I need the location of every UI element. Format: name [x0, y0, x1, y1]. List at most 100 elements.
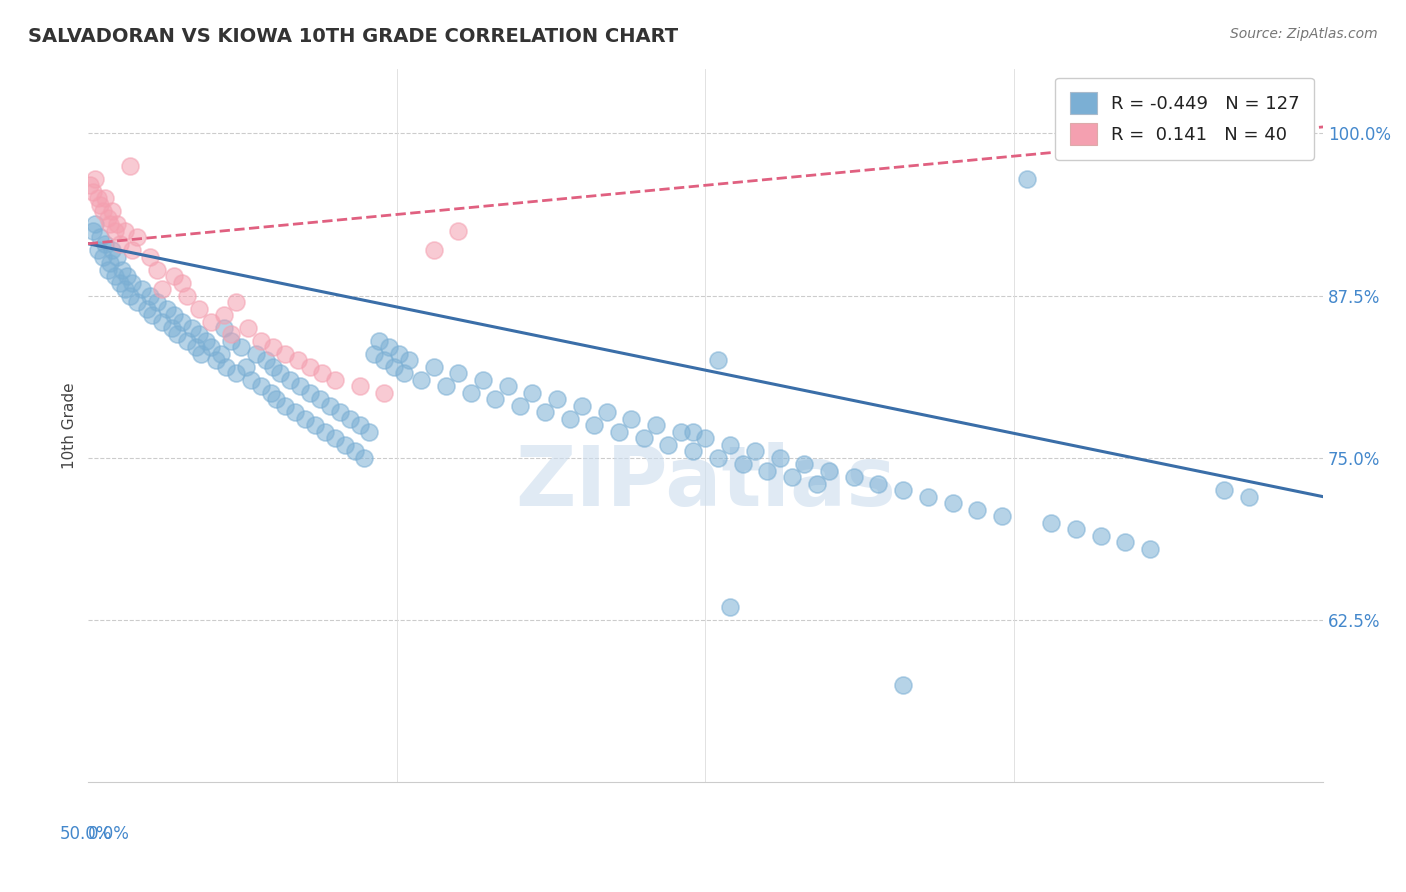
Point — [373, 353, 395, 368]
Point — [299, 385, 322, 400]
Point — [398, 353, 420, 368]
Point — [633, 431, 655, 445]
Point — [225, 367, 247, 381]
Point — [571, 399, 593, 413]
Point — [522, 385, 544, 400]
Point — [219, 334, 242, 348]
Point — [682, 425, 704, 439]
Text: Source: ZipAtlas.com: Source: ZipAtlas.com — [1230, 27, 1378, 41]
Point — [1114, 535, 1136, 549]
Point — [146, 262, 169, 277]
Point — [114, 282, 136, 296]
Point — [219, 327, 242, 342]
Point — [108, 276, 131, 290]
Point — [583, 418, 606, 433]
Point — [359, 425, 381, 439]
Point — [146, 295, 169, 310]
Point — [79, 178, 101, 193]
Point — [89, 230, 111, 244]
Point — [94, 236, 117, 251]
Point — [274, 399, 297, 413]
Y-axis label: 10th Grade: 10th Grade — [62, 382, 77, 468]
Text: 50.0%: 50.0% — [60, 825, 112, 843]
Point — [239, 373, 262, 387]
Point — [131, 282, 153, 296]
Point — [180, 321, 202, 335]
Point — [163, 308, 186, 322]
Point — [98, 217, 121, 231]
Point — [249, 379, 271, 393]
Point — [156, 301, 179, 316]
Point — [205, 353, 228, 368]
Point — [558, 412, 581, 426]
Point — [304, 418, 326, 433]
Point — [101, 243, 124, 257]
Point — [127, 230, 149, 244]
Point — [299, 359, 322, 374]
Point — [254, 353, 277, 368]
Text: 0.0%: 0.0% — [87, 825, 129, 843]
Point — [314, 425, 336, 439]
Point — [89, 198, 111, 212]
Point — [96, 262, 118, 277]
Point — [707, 353, 730, 368]
Point — [170, 276, 193, 290]
Point — [411, 373, 433, 387]
Point — [447, 224, 470, 238]
Point — [176, 334, 198, 348]
Point — [1040, 516, 1063, 530]
Point — [707, 450, 730, 465]
Point — [731, 457, 754, 471]
Point — [215, 359, 238, 374]
Point — [107, 217, 129, 231]
Point — [186, 341, 208, 355]
Point — [323, 431, 346, 445]
Point — [269, 367, 291, 381]
Point — [891, 678, 914, 692]
Point — [274, 347, 297, 361]
Point — [349, 418, 371, 433]
Point — [107, 250, 129, 264]
Point — [91, 250, 114, 264]
Point — [136, 301, 159, 316]
Point — [86, 191, 108, 205]
Point — [818, 464, 841, 478]
Point — [249, 334, 271, 348]
Point — [991, 509, 1014, 524]
Text: SALVADORAN VS KIOWA 10TH GRADE CORRELATION CHART: SALVADORAN VS KIOWA 10TH GRADE CORRELATI… — [28, 27, 678, 45]
Point — [669, 425, 692, 439]
Point — [718, 599, 741, 614]
Point — [114, 224, 136, 238]
Point — [98, 256, 121, 270]
Point — [121, 243, 143, 257]
Point — [329, 405, 352, 419]
Point — [311, 367, 333, 381]
Point — [150, 282, 173, 296]
Point — [284, 405, 307, 419]
Point — [166, 327, 188, 342]
Point — [176, 288, 198, 302]
Point — [534, 405, 557, 419]
Point — [768, 450, 790, 465]
Point — [388, 347, 411, 361]
Point — [264, 392, 287, 407]
Point — [94, 191, 117, 205]
Point — [101, 204, 124, 219]
Point — [294, 412, 316, 426]
Point — [104, 224, 127, 238]
Point — [150, 314, 173, 328]
Point — [319, 399, 342, 413]
Point — [546, 392, 568, 407]
Point — [190, 347, 212, 361]
Point — [756, 464, 779, 478]
Point — [187, 327, 209, 342]
Point — [484, 392, 506, 407]
Point — [118, 288, 141, 302]
Point — [84, 217, 107, 231]
Point — [160, 321, 183, 335]
Point — [1237, 490, 1260, 504]
Point — [200, 314, 222, 328]
Point — [1090, 528, 1112, 542]
Point — [111, 262, 134, 277]
Point — [96, 211, 118, 225]
